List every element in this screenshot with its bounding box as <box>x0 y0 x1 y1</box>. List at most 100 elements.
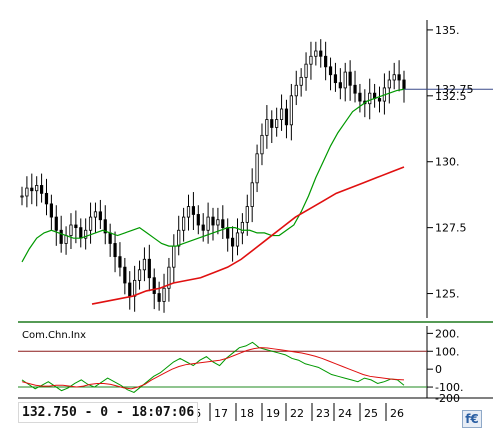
date-label: 25 <box>364 407 378 420</box>
candle-body <box>310 56 312 64</box>
candle-body <box>124 267 126 283</box>
candle-body <box>305 64 307 77</box>
candle-body <box>256 154 258 183</box>
date-label: 26 <box>390 407 404 420</box>
indicator-index-line <box>22 342 404 392</box>
candle-body <box>285 109 287 125</box>
candle-body <box>324 56 326 67</box>
candle-body <box>329 67 331 75</box>
candle-body <box>148 259 150 277</box>
candle-body <box>109 233 111 244</box>
candle-body <box>271 120 273 128</box>
candle-body <box>65 236 67 244</box>
price-tick-label: 127.5 <box>435 222 467 235</box>
candle-body <box>133 280 135 296</box>
candle-body <box>182 217 184 230</box>
candle-body <box>173 246 175 267</box>
date-label: 24 <box>338 407 352 420</box>
candle-body <box>398 75 400 80</box>
date-label: 17 <box>214 407 228 420</box>
candle-body <box>344 72 346 88</box>
candle-body <box>178 230 180 246</box>
candle-body <box>222 220 224 228</box>
candle-body <box>295 85 297 96</box>
price-tick-label: 135. <box>435 24 460 37</box>
candle-body <box>153 278 155 294</box>
candle-body <box>187 207 189 218</box>
price-tick-label: 130. <box>435 156 460 169</box>
candle-body <box>236 233 238 246</box>
indicator-tick-label: 0 <box>435 363 442 376</box>
price-tick-label: 125. <box>435 288 460 301</box>
candle-body <box>280 109 282 120</box>
candle-body <box>275 120 277 128</box>
candle-body <box>26 188 28 196</box>
candle-body <box>300 77 302 85</box>
candle-body <box>339 83 341 88</box>
candle-body <box>207 217 209 230</box>
candle-body <box>89 217 91 230</box>
candle-body <box>94 212 96 217</box>
candle-body <box>158 294 160 302</box>
candle-body <box>231 238 233 246</box>
candle-body <box>163 288 165 301</box>
indicator-layer <box>18 342 427 392</box>
indicator-tick-label: 100. <box>435 345 460 358</box>
candle-body <box>241 222 243 233</box>
candle-body <box>35 185 37 190</box>
date-label: 22 <box>290 407 304 420</box>
candle-body <box>266 120 268 136</box>
candle-body <box>378 98 380 101</box>
candle-body <box>246 207 248 223</box>
candle-body <box>197 214 199 225</box>
candle-body <box>21 196 23 197</box>
candle-body <box>60 230 62 243</box>
candle-body <box>261 135 263 153</box>
candle-body <box>202 225 204 230</box>
candle-body <box>50 204 52 217</box>
candle-body <box>251 183 253 207</box>
candle-body <box>31 188 33 191</box>
long-ma-line <box>92 167 404 304</box>
date-label: 23 <box>316 407 330 420</box>
candle-body <box>212 217 214 225</box>
candle-body <box>114 243 116 256</box>
candle-body <box>349 72 351 85</box>
candle-body <box>315 51 317 56</box>
candle-body <box>226 228 228 239</box>
candle-body <box>99 212 101 220</box>
candle-body <box>138 270 140 281</box>
candle-body <box>75 225 77 228</box>
candle-body <box>143 259 145 270</box>
date-label: 18 <box>240 407 254 420</box>
candle-body <box>320 51 322 56</box>
app-logo-icon[interactable]: f€ <box>462 410 482 428</box>
candle-body <box>354 85 356 93</box>
candle-body <box>290 96 292 125</box>
indicator-tick-label: 200. <box>435 327 460 340</box>
candle-body <box>393 75 395 80</box>
candle-body <box>40 185 42 193</box>
current-price-label: 132.75 <box>435 83 474 96</box>
indicator-signal-line <box>22 348 404 389</box>
candle-body <box>129 283 131 296</box>
candle-body <box>334 75 336 83</box>
candle-body <box>192 207 194 215</box>
indicator-tick-label: -200 <box>435 392 460 405</box>
candle-body <box>80 228 82 239</box>
candle-body <box>388 80 390 88</box>
candle-body <box>119 257 121 268</box>
status-text: 132.750 - 0 - 18:07:06 <box>22 405 194 420</box>
candle-body <box>359 93 361 101</box>
price-layer <box>21 39 493 313</box>
axis-labels: 135.132.5130.127.5125.132.75200.100.0-10… <box>190 24 474 421</box>
candle-body <box>217 220 219 225</box>
candle-body <box>403 80 405 89</box>
candle-body <box>369 93 371 104</box>
candle-body <box>45 193 47 204</box>
price-status-readout: 132.750 - 0 - 18:07:06 <box>18 402 198 423</box>
candle-body <box>70 225 72 236</box>
date-label: 19 <box>266 407 280 420</box>
indicator-title: Com.Chn.Inx <box>22 330 86 341</box>
